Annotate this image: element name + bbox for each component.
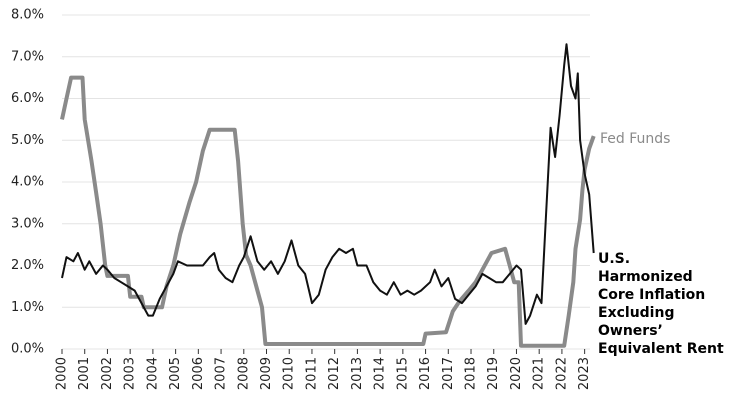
x-tick-label: 2008 bbox=[236, 357, 251, 390]
y-tick-label: 6.0% bbox=[11, 91, 44, 106]
y-tick-label: 8.0% bbox=[11, 8, 44, 23]
x-tick-label: 2006 bbox=[191, 357, 206, 390]
x-tick-label: 2016 bbox=[418, 357, 433, 390]
x-tick-label: 2000 bbox=[55, 357, 70, 390]
x-tick-label: 2003 bbox=[123, 357, 138, 390]
x-tick-label: 2022 bbox=[554, 357, 569, 390]
y-tick-label: 2.0% bbox=[11, 258, 44, 273]
y-tick-label: 4.0% bbox=[11, 175, 44, 190]
x-tick-label: 2012 bbox=[327, 357, 342, 390]
x-tick-label: 2017 bbox=[441, 357, 456, 390]
x-tick-label: 2020 bbox=[509, 357, 524, 390]
x-tick-label: 2013 bbox=[350, 357, 365, 390]
x-tick-label: 2002 bbox=[100, 357, 115, 390]
y-tick-label: 3.0% bbox=[11, 216, 44, 231]
x-tick-label: 2005 bbox=[168, 357, 183, 390]
x-tick-label: 2010 bbox=[282, 357, 297, 390]
x-tick-label: 2011 bbox=[304, 357, 319, 390]
x-tick-label: 2021 bbox=[532, 357, 547, 390]
x-tick-label: 2015 bbox=[395, 357, 410, 390]
x-tick-label: 2014 bbox=[373, 357, 388, 390]
series-label: Fed Funds bbox=[600, 131, 671, 147]
x-tick-label: 2001 bbox=[77, 357, 92, 390]
x-tick-label: 2023 bbox=[577, 357, 592, 390]
x-tick-label: 2018 bbox=[464, 357, 479, 390]
x-tick-label: 2019 bbox=[486, 357, 501, 390]
y-tick-label: 1.0% bbox=[11, 300, 44, 315]
y-tick-label: 7.0% bbox=[11, 49, 44, 64]
y-tick-label: 0.0% bbox=[11, 342, 44, 357]
series-line bbox=[60, 75, 596, 348]
series-line bbox=[61, 43, 595, 325]
x-tick-label: 2009 bbox=[259, 357, 274, 390]
series-label: U.S. Harmonized Core Inflation Excluding… bbox=[598, 251, 724, 357]
x-tick-label: 2004 bbox=[145, 357, 160, 390]
y-tick-label: 5.0% bbox=[11, 133, 44, 148]
x-tick-label: 2007 bbox=[214, 357, 229, 390]
